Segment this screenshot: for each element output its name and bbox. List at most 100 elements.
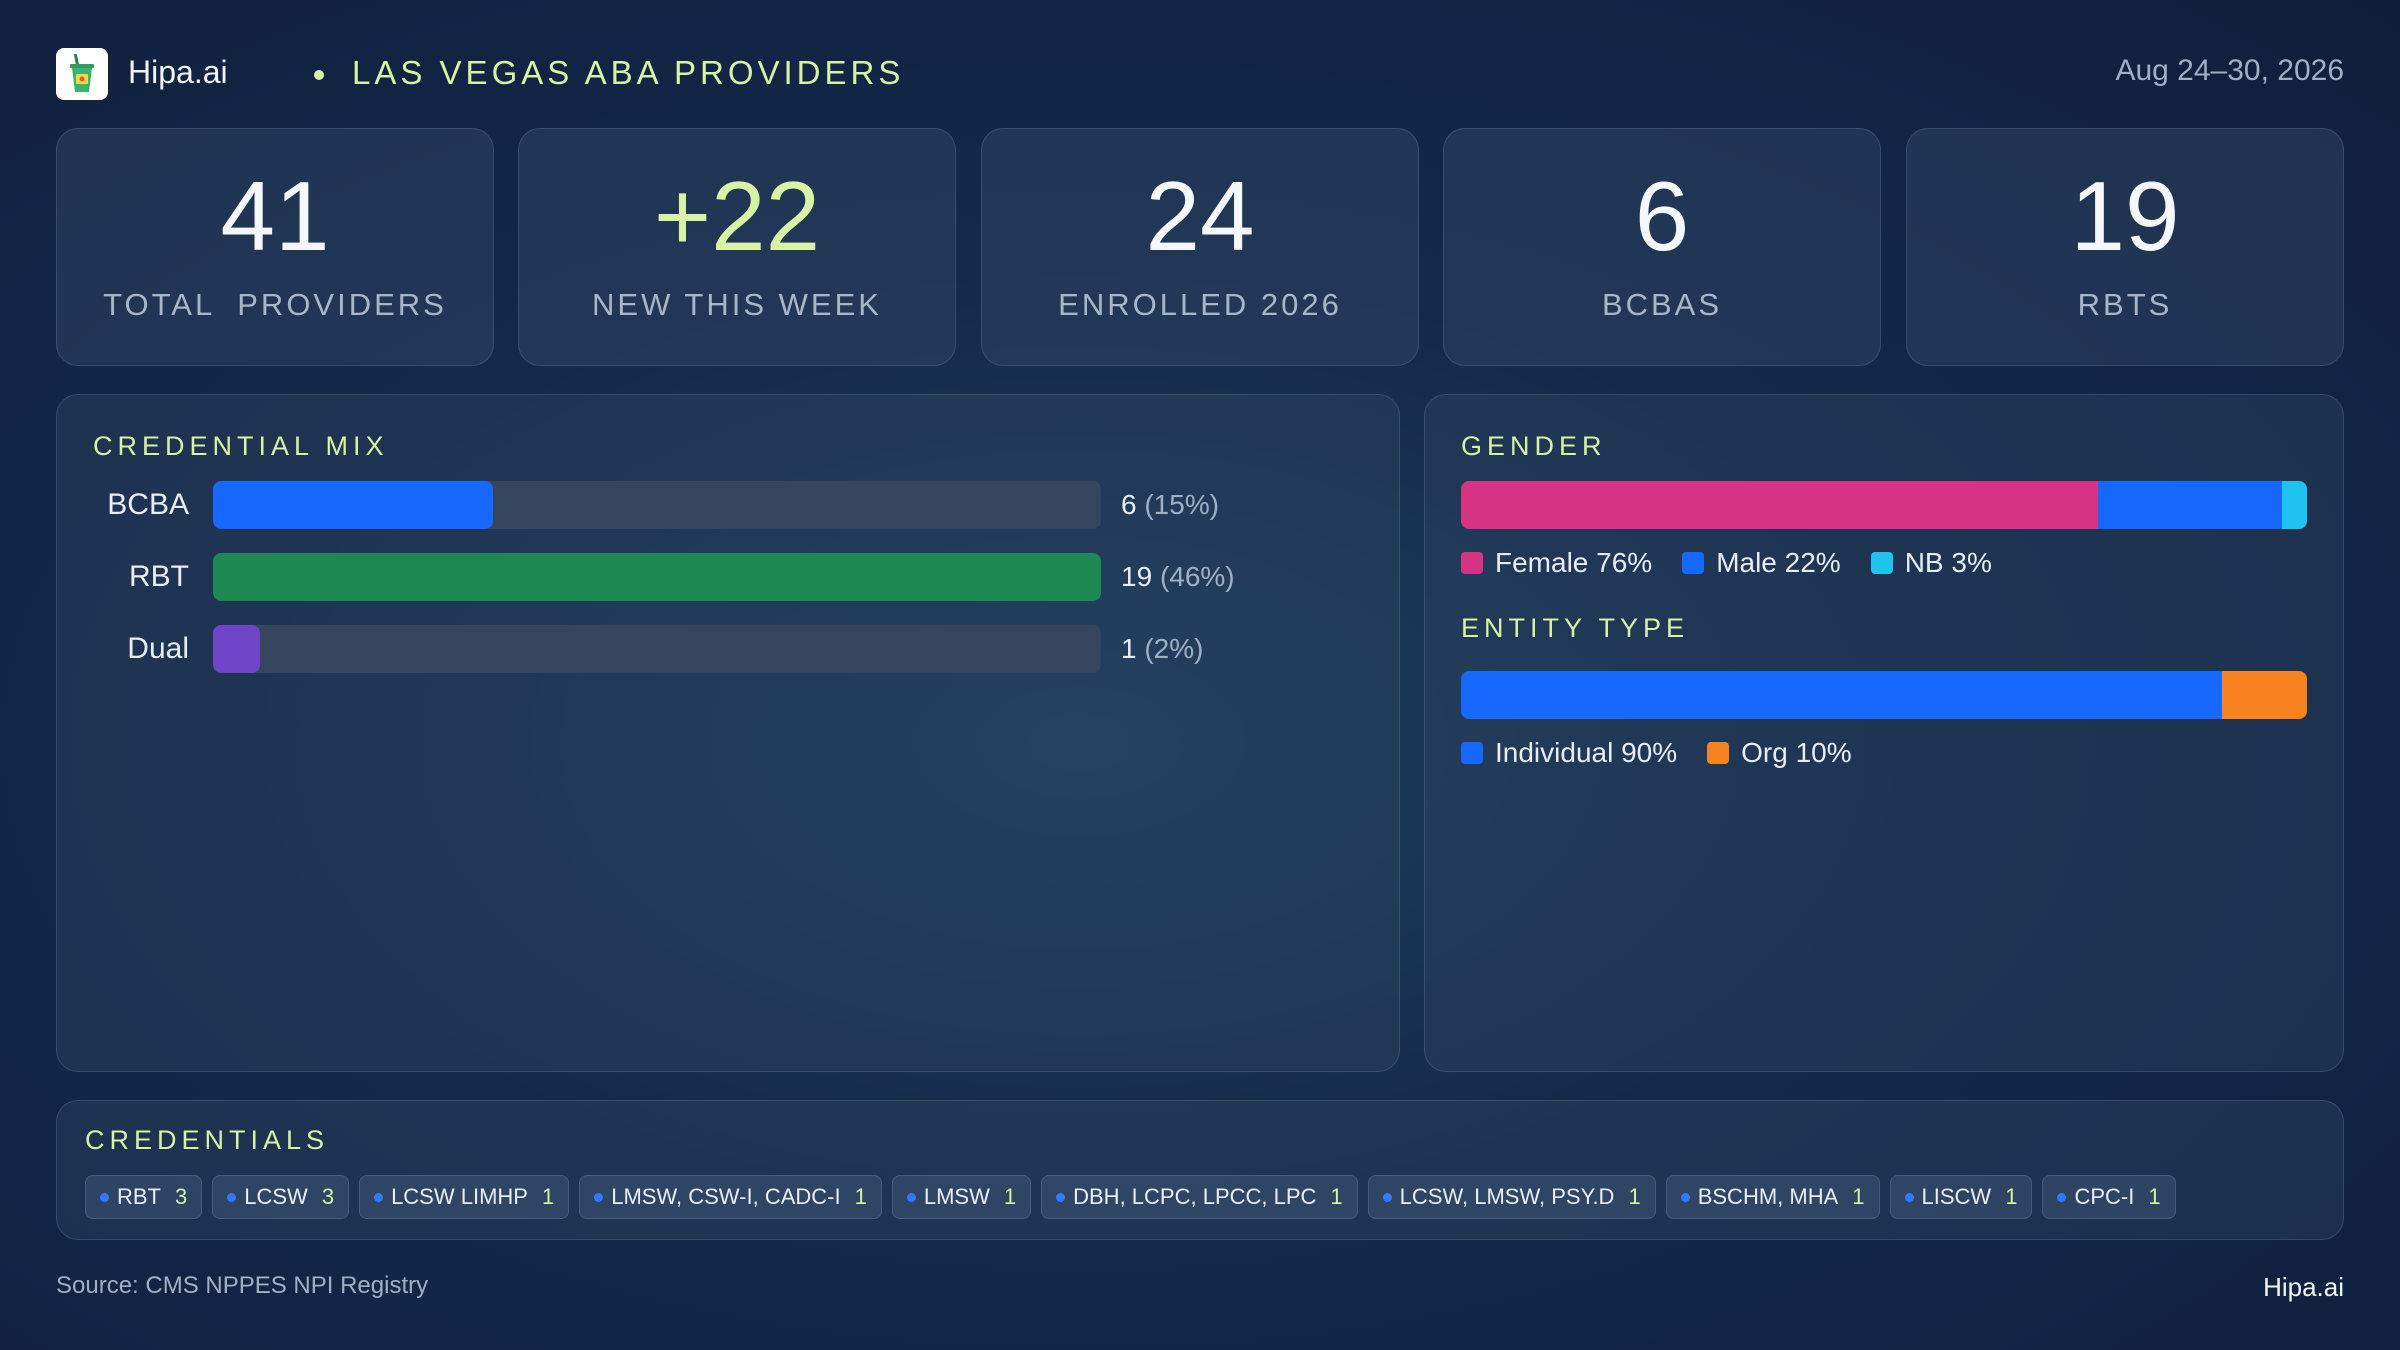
source-note: Source: CMS NPPES NPI Registry <box>56 1272 429 1299</box>
credential-chip[interactable]: LMSW 1 <box>891 1175 1032 1219</box>
bar <box>213 553 1101 601</box>
gender-stacked-bar <box>1461 481 2307 529</box>
credential-chip[interactable]: DBH, LCPC, LPCC, LPC 1 <box>1041 1175 1358 1219</box>
brand-name: Hipa.ai <box>128 54 228 90</box>
credentials-title: CREDENTIALS <box>85 1125 330 1155</box>
bar-track <box>213 625 1101 673</box>
dashboard-subtitle: LAS VEGAS ABA PROVIDERS <box>352 54 905 91</box>
credential-chip[interactable]: LISCW 1 <box>1889 1175 2033 1219</box>
legend-item: NB 3% <box>1870 547 1992 579</box>
chip-name: LMSW <box>923 1184 990 1209</box>
legend-swatch <box>1461 742 1483 764</box>
separator-dot <box>314 70 324 80</box>
header: Hipa.ai LAS VEGAS ABA PROVIDERS Aug 24–3… <box>56 46 2344 102</box>
chip-count: 1 <box>2005 1184 2018 1209</box>
kpi-value: 41 <box>220 161 330 271</box>
gender-legend: Female 76% Male 22% NB 3% <box>1461 547 1992 579</box>
kpi-label: ENROLLED 2026 <box>1058 287 1342 322</box>
legend-swatch <box>1682 552 1705 574</box>
bar-value-label: 6 (15%) <box>1121 489 1219 521</box>
kpi-label: NEW THIS WEEK <box>592 287 882 322</box>
bar-percent: (46%) <box>1159 561 1235 592</box>
legend-item: Female 76% <box>1461 547 1652 579</box>
legend-item: Org 10% <box>1707 737 1852 769</box>
legend-item: Individual 90% <box>1461 737 1677 769</box>
chip-count: 3 <box>175 1184 188 1209</box>
footer-brand: Hipa.ai <box>2263 1272 2344 1302</box>
legend-swatch <box>1461 552 1483 574</box>
legend-swatch <box>1870 552 1893 574</box>
credential-chip[interactable]: LCSW LIMHP 1 <box>359 1175 570 1219</box>
chip-dot-icon <box>1680 1192 1690 1202</box>
kpi-label: TOTAL PROVIDERS <box>103 287 447 322</box>
legend-item: Male 22% <box>1682 547 1841 579</box>
chip-dot-icon <box>1382 1192 1392 1202</box>
bar <box>213 625 260 673</box>
stacked-segment-org <box>2222 671 2307 719</box>
bar-track <box>213 553 1101 601</box>
credential-chip[interactable]: LCSW 3 <box>212 1175 350 1219</box>
bar-count: 1 <box>1121 633 1137 664</box>
chip-count: 1 <box>2148 1184 2161 1209</box>
chip-count: 1 <box>854 1184 867 1209</box>
legend-label: Individual 90% <box>1495 737 1678 768</box>
legend-label: Female 76% <box>1495 547 1653 578</box>
bar <box>213 481 494 529</box>
chip-count: 3 <box>321 1184 335 1209</box>
chip-count: 1 <box>1003 1184 1017 1209</box>
kpi-card-total-providers: 41 TOTAL PROVIDERS <box>56 128 494 366</box>
credential-chip-list: RBT 3 LCSW 3 LCSW LIMHP 1 LMSW, CSW-I, CADC-I 1… <box>85 1175 2176 1219</box>
kpi-label: BCBAS <box>1601 287 1723 322</box>
chip-count: 1 <box>1852 1184 1865 1209</box>
chip-dot-icon <box>374 1192 384 1202</box>
demographics-panel: GENDER Female 76% Male 22% NB 3% ENTITY TY… <box>1424 394 2344 1072</box>
credential-chip[interactable]: RBT 3 <box>85 1175 203 1219</box>
chip-name: RBT <box>117 1184 161 1209</box>
legend-label: NB 3% <box>1904 547 1992 578</box>
bar-category-label: Dual <box>127 632 189 665</box>
credential-chip[interactable]: BSCHM, MHA 1 <box>1665 1175 1880 1219</box>
credential-mix-panel: CREDENTIAL MIX BCBA 6 (15%) RBT 19 (46%) Dua… <box>56 394 1400 1072</box>
chip-name: LCSW, LMSW, PSY.D <box>1399 1184 1615 1209</box>
kpi-card-enrolled-2026: 24 ENROLLED 2026 <box>981 128 1419 366</box>
kpi-value: +22 <box>653 161 821 271</box>
chip-dot-icon <box>594 1192 604 1202</box>
bar-track <box>213 481 1101 529</box>
kpi-label: RBTS <box>2077 287 2173 322</box>
credential-chip[interactable]: LMSW, CSW-I, CADC-I 1 <box>579 1175 882 1219</box>
legend-swatch <box>1707 742 1730 764</box>
kpi-card-rbts: 19 RBTS <box>1906 128 2344 366</box>
chip-dot-icon <box>227 1192 237 1202</box>
bar-value-label: 19 (46%) <box>1121 561 1235 593</box>
chip-dot-icon <box>906 1192 916 1202</box>
legend-label: Org 10% <box>1741 737 1852 768</box>
legend-label: Male 22% <box>1716 547 1841 578</box>
chip-name: CPC-I <box>2074 1184 2135 1209</box>
chip-dot-icon <box>1056 1192 1066 1202</box>
entity-type-title: ENTITY TYPE <box>1461 613 1690 643</box>
entity-type-stacked-bar <box>1461 671 2307 719</box>
credentials-panel: CREDENTIALS RBT 3 LCSW 3 LCSW LIMHP 1 LMSW, CS… <box>56 1100 2344 1240</box>
chip-dot-icon <box>2057 1192 2067 1202</box>
credential-chip[interactable]: LCSW, LMSW, PSY.D 1 <box>1367 1175 1656 1219</box>
stacked-segment-nb <box>2281 481 2307 529</box>
chip-name: BSCHM, MHA <box>1697 1184 1839 1209</box>
drink-cup-icon <box>70 54 94 92</box>
bar-value-label: 1 (2%) <box>1121 633 1203 665</box>
bar-count: 19 <box>1121 561 1153 592</box>
panel-title: CREDENTIAL MIX <box>93 431 389 461</box>
stacked-segment-individual <box>1461 671 2223 719</box>
kpi-card-new-this-week: +22 NEW THIS WEEK <box>518 128 956 366</box>
chip-name: LCSW LIMHP <box>391 1184 528 1209</box>
logo <box>56 48 108 100</box>
credential-chip[interactable]: CPC-I 1 <box>2042 1175 2176 1219</box>
bar-category-label: BCBA <box>107 488 189 521</box>
kpi-value: 19 <box>2070 161 2180 271</box>
chip-dot-icon <box>100 1192 109 1202</box>
kpi-card-bcbas: 6 BCBAS <box>1443 128 1881 366</box>
bar-percent: (2%) <box>1144 633 1204 664</box>
chip-name: LMSW, CSW-I, CADC-I <box>611 1184 841 1209</box>
chip-dot-icon <box>1904 1192 1914 1202</box>
bar-percent: (15%) <box>1144 489 1220 520</box>
date-range: Aug 24–30, 2026 <box>2115 54 2344 87</box>
